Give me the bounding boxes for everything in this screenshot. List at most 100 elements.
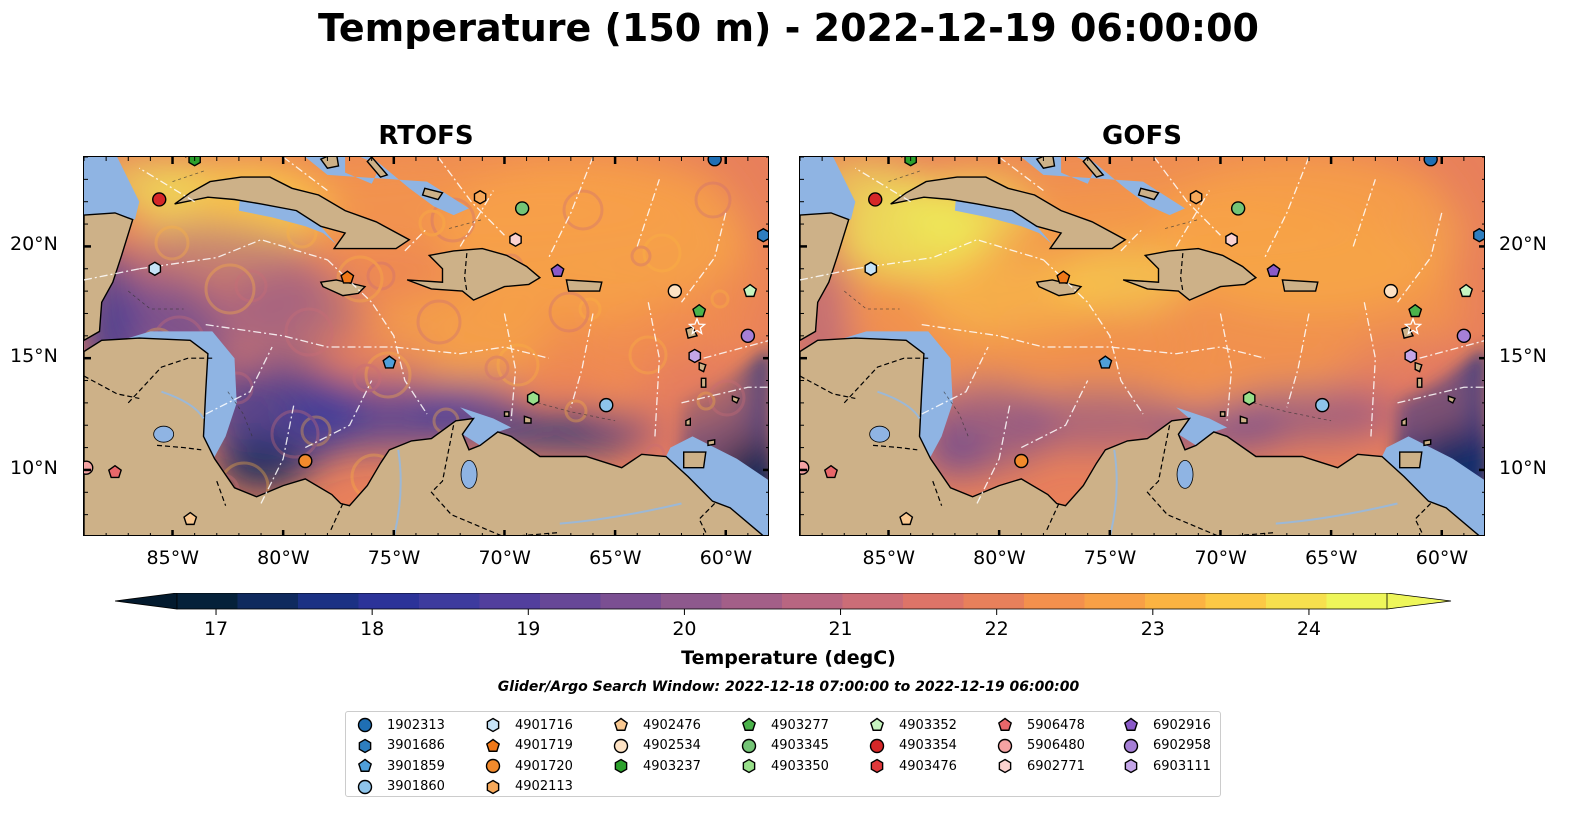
legend-item-3901860: 3901860 [354,777,445,797]
land-lesser2 [698,361,707,373]
float-marker-1902313 [707,157,722,167]
float-marker-4902534 [1383,283,1399,299]
colorbar-bin [1084,593,1146,609]
colorbar-bin [842,593,904,609]
land-jamaica [319,279,367,297]
float-marker-4903237 [188,157,201,167]
lon-tick-label: 80°W [973,547,1026,569]
lon-tick-label: 85°W [862,547,915,569]
legend-label: 5906478 [1027,717,1085,733]
land-yucatan [800,212,850,342]
colorbar-bin [298,593,359,609]
legend-item-4903354: 4903354 [866,736,957,756]
float-marker-3901860 [1315,397,1330,413]
legend-marker [613,717,629,731]
colorbar-bin [479,593,541,609]
legend-marker [1123,738,1139,753]
float-marker-3901686 [757,227,768,243]
colorbar-bin [1024,593,1085,609]
legend-label: 4903277 [771,717,829,733]
legend-item-4901720: 4901720 [482,756,573,776]
land-cuba [890,176,1127,250]
legend-label: 6903111 [1153,758,1211,774]
colorbar-bin [1205,593,1267,609]
land-tobago [707,438,716,447]
float-marker-4903354 [868,192,883,207]
float-marker-4902534 [667,283,683,299]
legend-marker [998,758,1012,774]
land-lesser2 [1414,361,1423,373]
float-marker-4902113 [473,189,487,205]
legend-label: 5906480 [1027,738,1085,753]
legend-marker [869,717,885,731]
legend-item-6903111: 6903111 [1120,756,1211,776]
float-marker-5906480 [800,460,810,475]
legend-label: 6902771 [1027,758,1085,774]
colorbar-bin [1326,593,1388,609]
float-marker-4903352 [1459,283,1474,298]
land-bahamas3 [1137,187,1160,201]
float-marker-4903345 [1230,201,1246,216]
legend-marker [742,758,756,774]
pentagon-marker-icon [869,717,885,731]
panel-title-rtofs: RTOFS [378,121,474,151]
float-marker-4902476 [183,511,198,526]
land-central [800,337,1480,535]
lon-tick-label: 75°W [367,547,421,569]
colorbar-bin [661,593,722,609]
legend-label: 6902958 [1153,738,1211,753]
colorbar-tick-label: 17 [203,618,229,640]
bathymetry-contours [128,170,616,437]
legend-item-4902113: 4902113 [482,777,573,797]
float-legend: 1902313 3901686 3901859 3901860 4901716 49017… [345,711,1221,797]
legend-marker [869,738,885,753]
hexagon-marker-icon [742,758,756,774]
map-panel-gofs [799,156,1485,536]
legend-label: 4901720 [515,758,573,774]
land-lesser1 [1401,326,1415,339]
legend-marker [613,738,629,753]
float-marker-6902958 [740,328,756,344]
float-marker-5906480 [84,460,94,475]
legend-label: 4903352 [899,717,957,733]
land-hispaniola [1122,247,1258,301]
land-lesser4 [1447,395,1456,404]
colorbar-bin [600,593,662,609]
panel-title-gofs: GOFS [1102,121,1182,151]
hexagon-marker-icon [614,758,628,774]
lon-tick-label: 60°W [1415,547,1469,569]
land [800,157,1480,535]
float-marker-3901859 [1098,355,1113,369]
float-markers [800,157,1484,526]
land-puertorico [1281,279,1319,292]
float-marker-4901720 [1014,453,1029,469]
lon-tick-label: 70°W [1194,547,1247,569]
colorbar-label: Temperature (degC) [681,647,896,669]
colorbar-bin [540,593,601,609]
circle-marker-icon [357,779,373,794]
legend-item-1902313: 1902313 [354,715,445,735]
land-aruba [1219,411,1226,417]
colorbar-tick-label: 22 [984,618,1009,640]
circle-marker-icon [357,717,373,733]
lon-tick-label: 75°W [1083,547,1137,569]
legend-marker [486,779,500,794]
land-yucatan [84,212,134,342]
colorbar-tick-label: 24 [1296,618,1322,640]
colorbar-bin [237,593,299,609]
land-lesser3 [1416,377,1423,388]
legend-label: 4903237 [643,758,701,774]
circle-marker-icon [613,738,629,753]
legend-label: 4902534 [643,738,701,753]
legend-item-3901859: 3901859 [354,756,445,776]
legend-marker [486,717,500,733]
map-panel-rtofs [83,156,769,536]
land-lesser5 [685,417,691,426]
legend-label: 4903354 [899,738,957,753]
land-puertorico [565,279,603,292]
legend-marker [357,758,373,772]
lat-tick-label: 20°N [10,233,58,256]
legend-label: 4902476 [643,717,701,733]
float-marker-4901719 [1056,270,1071,284]
float-marker-4903277 [692,303,707,318]
